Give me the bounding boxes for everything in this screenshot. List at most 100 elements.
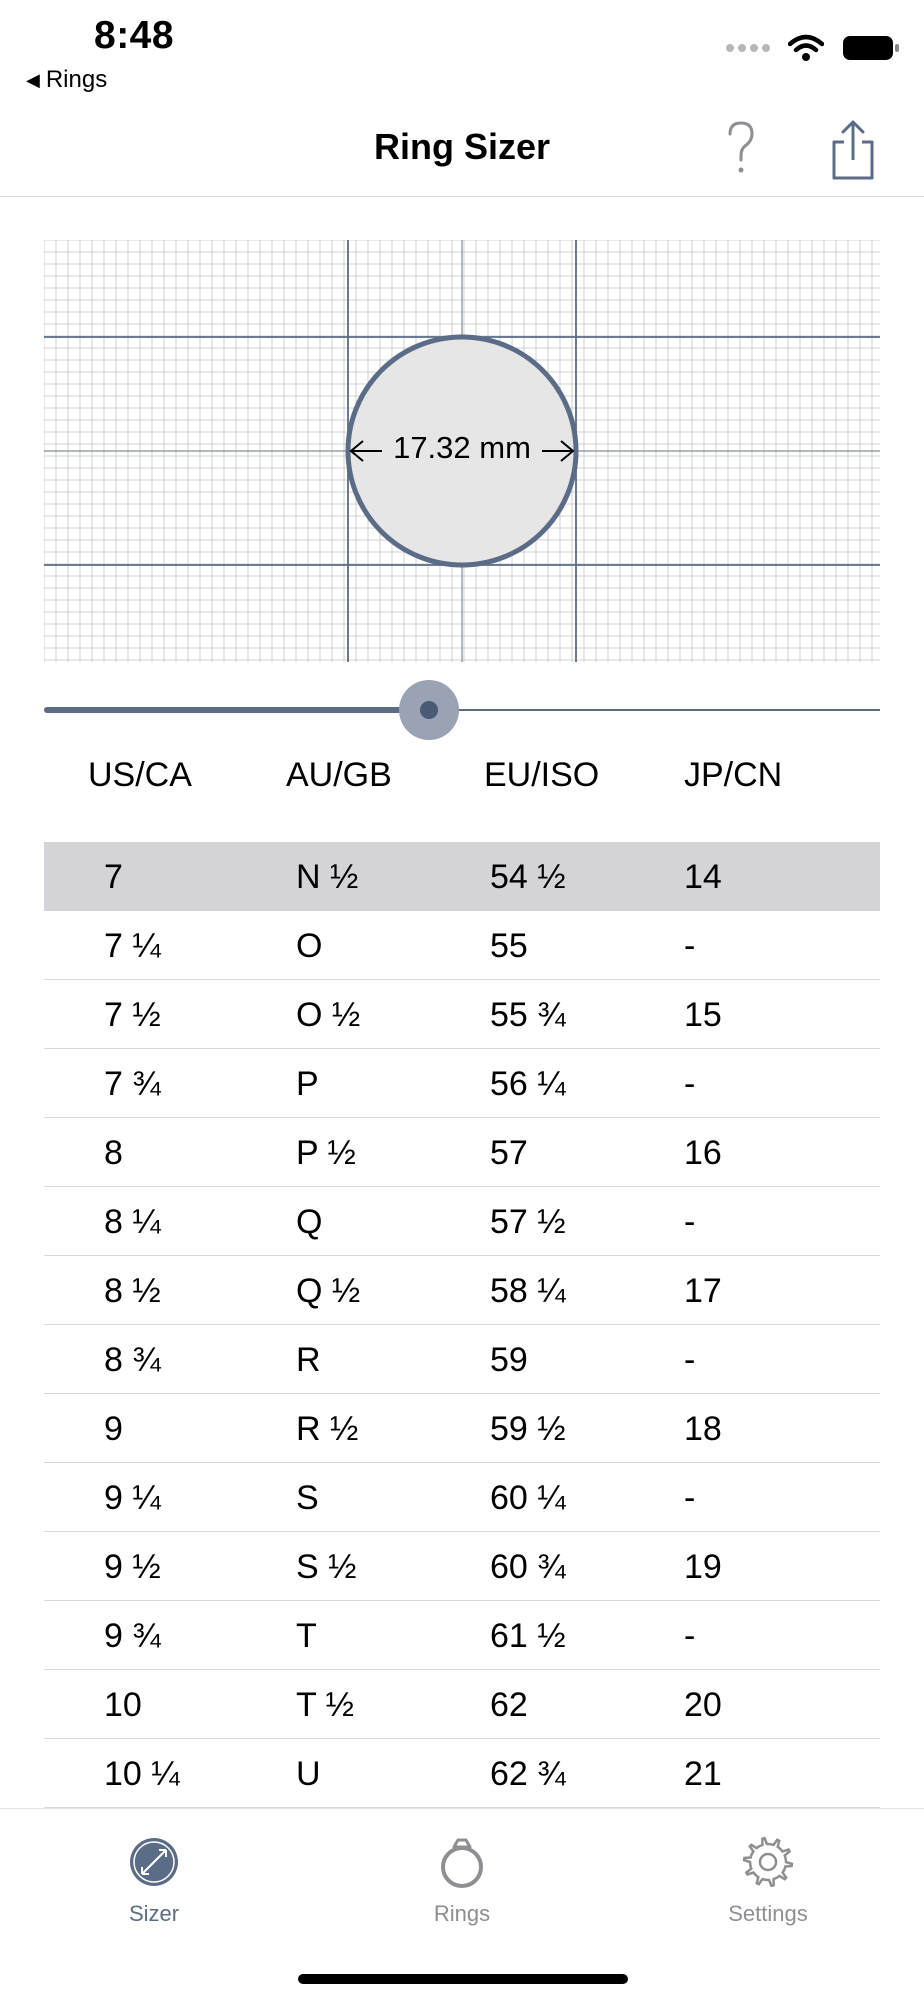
- back-arrow-icon: ◀: [26, 69, 40, 90]
- table-row[interactable]: 7 ¾ P 56 ¼ -: [44, 1049, 880, 1118]
- table-cell: Q ½: [296, 1272, 361, 1310]
- table-cell: 8 ¾: [104, 1341, 161, 1379]
- table-cell: P ½: [296, 1134, 356, 1172]
- sizer-icon: [130, 1838, 178, 1886]
- table-cell: T ½: [296, 1686, 354, 1724]
- tab-rings-label: Rings: [433, 1901, 491, 1926]
- table-cell: N ½: [296, 858, 359, 896]
- size-table-header: US/CA AU/GB EU/ISO JP/CN: [44, 756, 880, 806]
- gear-hub: [758, 1852, 778, 1872]
- table-row[interactable]: 9 ¾ T 61 ½ -: [44, 1601, 880, 1670]
- table-row[interactable]: 8 ¾ R 59 -: [44, 1325, 880, 1394]
- table-cell: 62: [490, 1686, 528, 1724]
- table-cell: 14: [684, 858, 722, 896]
- table-cell: 7 ½: [104, 996, 161, 1034]
- header-au-gb: AU/GB: [286, 756, 392, 794]
- back-link-label: Rings: [45, 66, 108, 93]
- table-row[interactable]: 10 ¼ U 62 ¾ 21: [44, 1739, 880, 1808]
- table-cell: P: [296, 1065, 319, 1103]
- header-jp-cn: JP/CN: [684, 756, 783, 794]
- slider-thumb[interactable]: [399, 680, 459, 740]
- table-row[interactable]: 7 N ½ 54 ½ 14: [44, 842, 880, 911]
- table-cell: 59 ½: [490, 1410, 566, 1448]
- table-cell: 55: [490, 927, 528, 965]
- table-row[interactable]: 10 T ½ 62 20: [44, 1670, 880, 1739]
- table-cell: 15: [684, 996, 722, 1034]
- table-cell: 16: [684, 1134, 722, 1172]
- sizer-grid: [44, 240, 880, 662]
- header-us-ca: US/CA: [88, 756, 192, 794]
- table-cell: 21: [684, 1755, 722, 1793]
- tab-settings[interactable]: Settings: [688, 1835, 848, 1927]
- nav-divider: [0, 196, 924, 197]
- tab-sizer[interactable]: Sizer: [74, 1835, 234, 1927]
- table-cell: U: [296, 1755, 321, 1793]
- table-cell: 8: [104, 1134, 123, 1172]
- header-eu-iso: EU/ISO: [484, 756, 600, 794]
- table-row[interactable]: 8 ½ Q ½ 58 ¼ 17: [44, 1256, 880, 1325]
- table-cell: -: [684, 927, 696, 965]
- table-cell: R: [296, 1341, 321, 1379]
- table-cell: O: [296, 927, 323, 965]
- table-cell: 8 ¼: [104, 1203, 161, 1241]
- help-button[interactable]: [716, 118, 766, 178]
- table-cell: 56 ¼: [490, 1065, 566, 1103]
- table-cell: O ½: [296, 996, 361, 1034]
- tab-rings[interactable]: Rings: [382, 1835, 542, 1927]
- table-cell: 60 ¼: [490, 1479, 566, 1517]
- table-cell: -: [684, 1479, 696, 1517]
- table-row[interactable]: 7 ½ O ½ 55 ¾ 15: [44, 980, 880, 1049]
- table-cell: -: [684, 1065, 696, 1103]
- table-cell: 62 ¾: [490, 1755, 566, 1793]
- table-cell: 58 ¼: [490, 1272, 566, 1310]
- status-time: 8:48: [94, 14, 175, 57]
- tab-sizer-label: Sizer: [128, 1901, 180, 1926]
- left-arrow-head: [349, 440, 364, 462]
- table-cell: 59: [490, 1341, 528, 1379]
- table-cell: -: [684, 1203, 696, 1241]
- table-cell: 10: [104, 1686, 142, 1724]
- table-cell: 18: [684, 1410, 722, 1448]
- table-cell: 9: [104, 1410, 123, 1448]
- table-row[interactable]: 9 R ½ 59 ½ 18: [44, 1394, 880, 1463]
- table-cell: 19: [684, 1548, 722, 1586]
- size-table: 7 N ½ 54 ½ 14 7 ¼ O 55 - 7 ½ O ½ 55 ¾ 15 7 ¾ P 56 ¼ - 8 P…: [44, 842, 880, 1808]
- table-cell: 9 ½: [104, 1548, 161, 1586]
- table-cell: 9 ¼: [104, 1479, 161, 1517]
- table-cell: 17: [684, 1272, 722, 1310]
- slider-track: [429, 709, 880, 711]
- table-cell: 54 ½: [490, 858, 566, 896]
- wifi-icon: [788, 34, 824, 61]
- table-row[interactable]: 9 ½ S ½ 60 ¾ 19: [44, 1532, 880, 1601]
- table-cell: 60 ¾: [490, 1548, 566, 1586]
- table-row[interactable]: 9 ¼ S 60 ¼ -: [44, 1463, 880, 1532]
- table-cell: T: [296, 1617, 317, 1655]
- back-to-rings-link[interactable]: ◀ Rings: [26, 66, 107, 94]
- tab-settings-label: Settings: [728, 1901, 808, 1926]
- status-icons: [726, 34, 900, 62]
- ring-diameter-label: 17.32 mm: [393, 430, 531, 465]
- table-cell: 9 ¾: [104, 1617, 161, 1655]
- table-row[interactable]: 8 P ½ 57 16: [44, 1118, 880, 1187]
- table-cell: 7 ¾: [104, 1065, 161, 1103]
- slider-track-filled: [44, 707, 429, 713]
- home-indicator: [298, 1974, 628, 1984]
- page-title: Ring Sizer: [373, 126, 551, 167]
- table-cell: Q: [296, 1203, 323, 1241]
- right-arrow-head: [560, 440, 575, 462]
- table-cell: 7 ¼: [104, 927, 161, 965]
- cellular-signal-icon: [726, 44, 770, 52]
- ring-icon: [441, 1838, 483, 1888]
- tab-bar: Sizer Rings Settings: [0, 1808, 924, 2001]
- table-cell: 57 ½: [490, 1203, 566, 1241]
- table-cell: -: [684, 1341, 696, 1379]
- table-cell: 61 ½: [490, 1617, 566, 1655]
- table-cell: 55 ¾: [490, 996, 566, 1034]
- table-row[interactable]: 7 ¼ O 55 -: [44, 911, 880, 980]
- slider-thumb-dot: [420, 701, 438, 719]
- size-slider[interactable]: [44, 680, 880, 740]
- table-row[interactable]: 8 ¼ Q 57 ½ -: [44, 1187, 880, 1256]
- share-button[interactable]: [828, 118, 878, 182]
- gear-outline: [742, 1836, 794, 1888]
- table-cell: 57: [490, 1134, 528, 1172]
